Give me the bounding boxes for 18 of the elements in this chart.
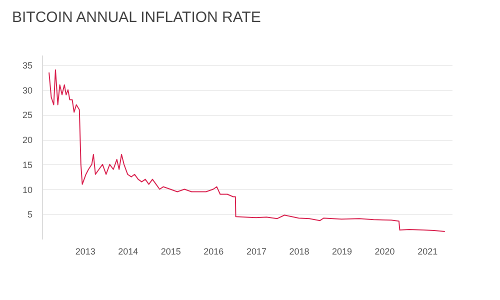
y-tick-label: 10 bbox=[22, 184, 32, 195]
y-tick-label: 30 bbox=[22, 85, 32, 96]
x-tick-label: 2021 bbox=[418, 246, 438, 256]
x-tick-label: 2017 bbox=[246, 246, 267, 256]
x-tick-label: 2013 bbox=[75, 246, 96, 256]
x-tick-label: 2014 bbox=[118, 246, 138, 256]
line-series bbox=[48, 69, 446, 232]
y-tick-label: 35 bbox=[22, 60, 32, 70]
y-tick-label: 25 bbox=[22, 110, 32, 120]
y-tick-label: 20 bbox=[22, 135, 32, 146]
x-tick-label: 2020 bbox=[374, 246, 395, 256]
x-tick-label: 2015 bbox=[160, 246, 181, 256]
x-tick-label: 2019 bbox=[332, 246, 352, 256]
y-tick-label: 5 bbox=[27, 210, 32, 220]
chart-title: BITCOIN ANNUAL INFLATION RATE bbox=[12, 9, 261, 26]
x-tick-label: 2018 bbox=[289, 246, 310, 256]
y-tick-label: 15 bbox=[22, 160, 32, 170]
x-tick-label: 2016 bbox=[204, 246, 224, 256]
